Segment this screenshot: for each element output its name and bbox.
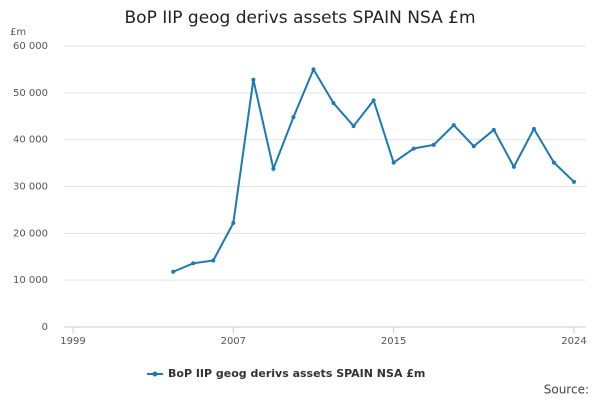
legend-label: BoP IIP geog derivs assets SPAIN NSA £m <box>168 367 425 380</box>
point <box>411 146 416 151</box>
point <box>331 101 336 106</box>
point <box>231 221 236 226</box>
point <box>191 261 196 266</box>
y-tick-label: 0 <box>42 322 48 333</box>
y-tick-label: 40 000 <box>13 135 48 146</box>
point <box>511 164 516 169</box>
point <box>211 258 216 263</box>
point <box>311 67 316 72</box>
point <box>431 142 436 147</box>
legend-marker <box>152 371 158 377</box>
x-tick-label: 2015 <box>381 336 406 347</box>
point <box>531 126 536 131</box>
y-unit: £m <box>10 27 26 38</box>
point <box>551 160 556 165</box>
source: Source: <box>544 383 589 397</box>
y-tick-label: 10 000 <box>13 275 48 286</box>
point <box>572 179 576 184</box>
x-tick-label: 1999 <box>60 336 85 347</box>
y-tick-label: 50 000 <box>13 88 48 99</box>
point <box>251 77 256 82</box>
point <box>371 98 376 103</box>
point <box>351 124 356 129</box>
y-tick-label: 20 000 <box>13 228 48 239</box>
y-tick-label: 30 000 <box>13 182 48 193</box>
point <box>271 166 276 171</box>
point <box>471 144 476 149</box>
point <box>391 160 396 165</box>
y-tick-label: 60 000 <box>13 41 48 52</box>
point <box>491 127 496 132</box>
x-tick-label: 2024 <box>561 336 586 347</box>
x-tick-label: 2007 <box>221 336 246 347</box>
point <box>451 123 456 128</box>
chart-title: BoP IIP geog derivs assets SPAIN NSA £m <box>125 8 476 28</box>
point <box>291 115 296 120</box>
point <box>171 269 176 274</box>
